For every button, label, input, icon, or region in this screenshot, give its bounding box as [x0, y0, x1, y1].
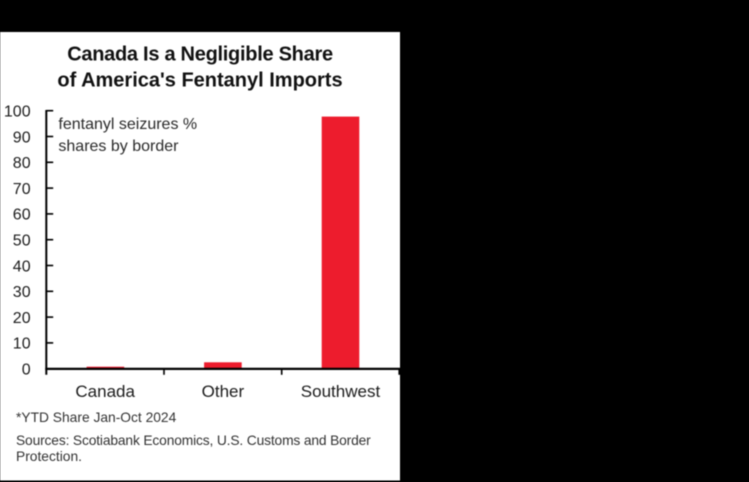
svg-text:Canada: Canada	[75, 382, 135, 401]
svg-text:of America's Fentanyl Imports: of America's Fentanyl Imports	[57, 69, 342, 91]
svg-text:90: 90	[13, 129, 31, 146]
svg-text:80: 80	[13, 155, 31, 172]
svg-text:40: 40	[13, 258, 31, 275]
svg-text:*YTD Share Jan-Oct 2024: *YTD Share Jan-Oct 2024	[16, 410, 177, 425]
svg-text:50: 50	[13, 233, 31, 250]
svg-text:100: 100	[4, 104, 31, 121]
svg-text:Canada Is a Negligible Share: Canada Is a Negligible Share	[67, 44, 333, 66]
svg-text:0: 0	[22, 362, 31, 379]
svg-text:Southwest: Southwest	[301, 382, 381, 401]
svg-text:70: 70	[13, 181, 31, 198]
svg-text:Sources: Scotiabank Economics,: Sources: Scotiabank Economics, U.S. Cust…	[16, 433, 371, 448]
svg-text:10: 10	[13, 336, 31, 353]
svg-text:Other: Other	[202, 382, 245, 401]
svg-text:Protection.: Protection.	[16, 449, 82, 464]
svg-text:30: 30	[13, 284, 31, 301]
svg-text:60: 60	[13, 207, 31, 224]
svg-text:fentanyl seizures %: fentanyl seizures %	[58, 116, 197, 133]
svg-text:shares by border: shares by border	[58, 138, 179, 155]
svg-text:20: 20	[13, 310, 31, 327]
